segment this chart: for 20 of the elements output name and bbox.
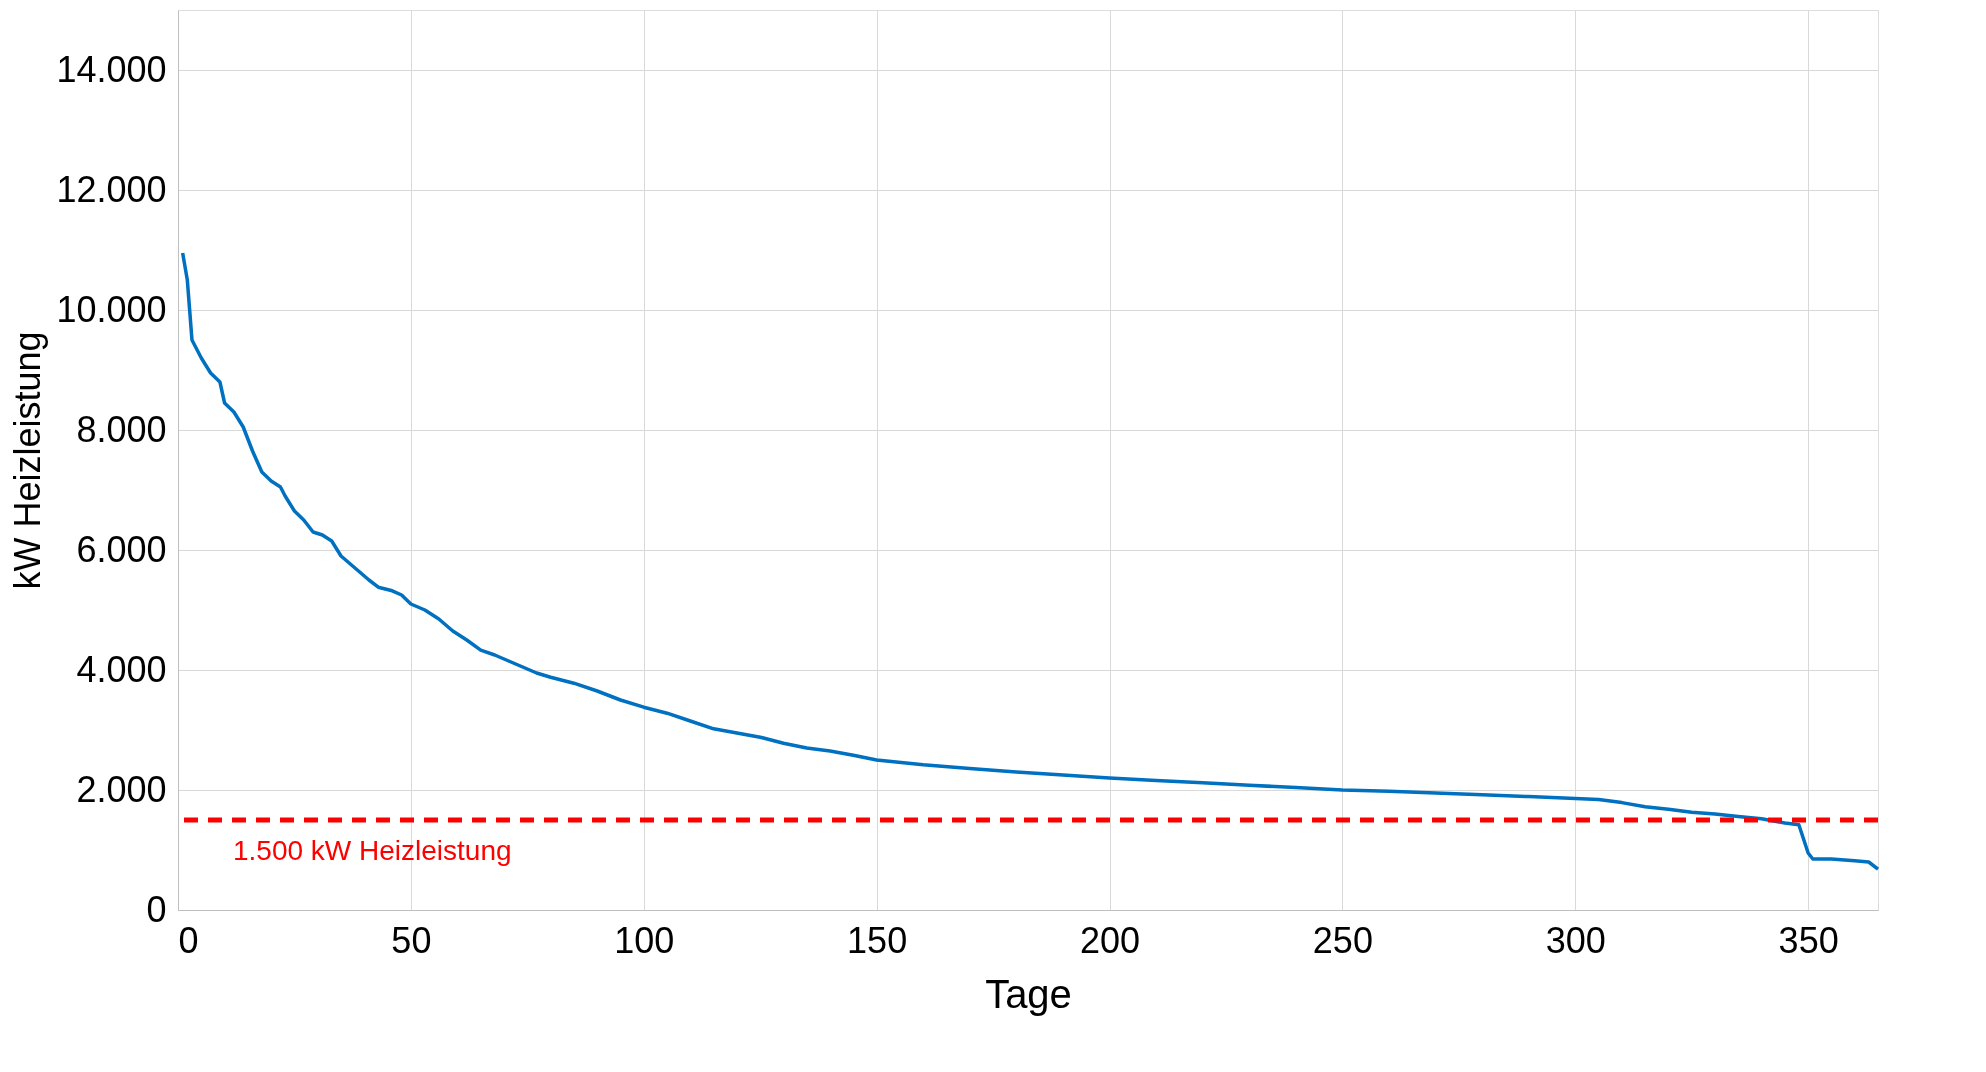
y-tick-label: 4.000 xyxy=(76,648,167,690)
x-tick-label: 50 xyxy=(391,919,432,961)
x-tick-label: 350 xyxy=(1778,919,1839,961)
y-tick-label: 12.000 xyxy=(56,168,167,210)
x-tick-label: 300 xyxy=(1545,919,1606,961)
y-tick-label: 6.000 xyxy=(76,528,167,570)
x-tick-label: 100 xyxy=(614,919,675,961)
x-axis-title: Tage xyxy=(985,971,1072,1016)
x-tick-label: 0 xyxy=(178,919,199,961)
x-tick-label: 200 xyxy=(1079,919,1141,961)
y-tick-label: 14.000 xyxy=(56,48,167,90)
y-axis-title: kW Heizleistung xyxy=(7,331,49,590)
y-tick-label: 2.000 xyxy=(76,768,167,810)
ref-line-label: 1.500 kW Heizleistung xyxy=(233,835,512,866)
line-series xyxy=(180,251,1880,871)
y-tick-label: 10.000 xyxy=(56,288,167,330)
y-tick-label: 0 xyxy=(146,888,167,930)
x-tick-label: 250 xyxy=(1312,919,1373,961)
x-tick-label: 150 xyxy=(847,919,908,961)
y-tick-label: 8.000 xyxy=(76,408,167,450)
